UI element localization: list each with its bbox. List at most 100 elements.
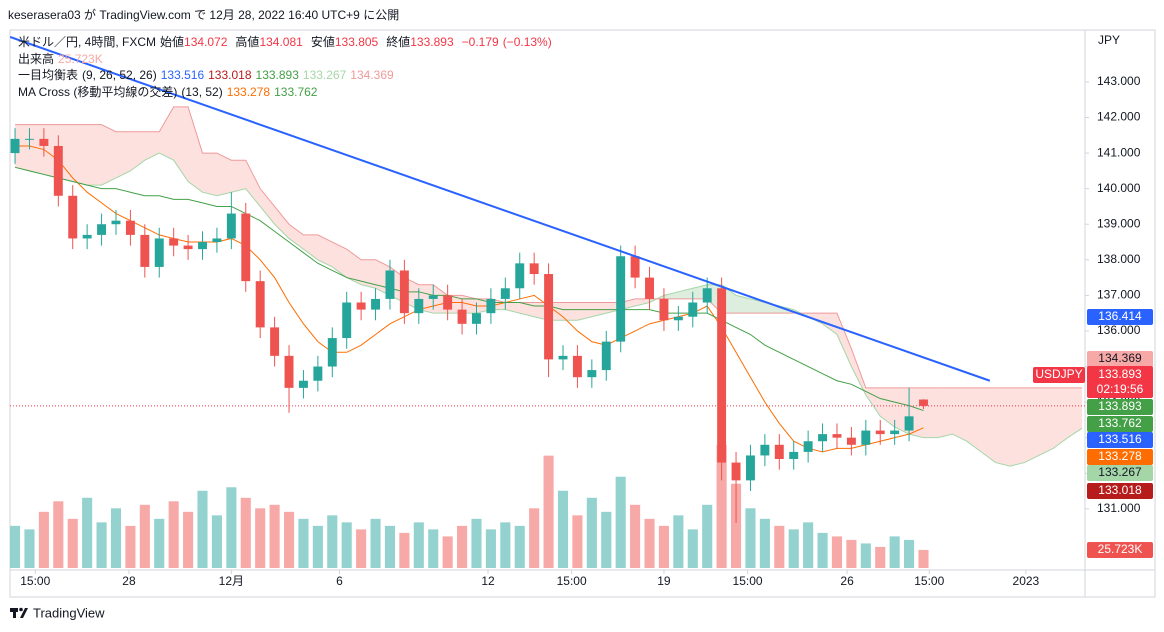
cloud-fill: [29, 124, 44, 175]
volume-bar: [457, 525, 468, 568]
price-badge: [1087, 366, 1153, 398]
cloud-fill: [260, 188, 275, 225]
candle-body: [97, 224, 107, 235]
cloud-fill: [851, 348, 866, 395]
price-badge-label: 133.267: [1098, 465, 1142, 479]
candle-body: [529, 263, 539, 275]
cloud-fill: [750, 298, 765, 314]
price-badge-label: 25.723K: [1098, 542, 1143, 556]
cloud-fill: [332, 242, 347, 278]
legend-indicator-params: (13, 52): [181, 84, 223, 99]
legend-change: −0.179: [461, 35, 499, 49]
time-tick-label: 15:00: [20, 574, 50, 588]
legend-row: 米ドル／円, 4時間, FXCM 始値134.072 高値134.081 安値133.…: [18, 34, 556, 51]
time-tick-label: 15:00: [557, 574, 587, 588]
volume-bar: [471, 518, 482, 568]
time-tick-label: 15:00: [914, 574, 944, 588]
candle-body: [745, 455, 755, 481]
candle-body: [472, 313, 481, 324]
price-badge: [1087, 309, 1153, 325]
volume-bar: [139, 504, 150, 568]
candle-body: [673, 316, 683, 321]
legend-indicator-value: 133.018: [208, 68, 252, 82]
candle-body: [385, 270, 395, 299]
legend-ohlc: 安値133.805: [311, 35, 382, 49]
legend-ohlc: 始値134.072: [160, 35, 231, 49]
volume-bar: [370, 518, 381, 568]
candle-body: [169, 238, 179, 246]
symbol-label: USDJPY: [1035, 367, 1082, 381]
cloud-fill: [289, 224, 304, 250]
volume-bar: [586, 497, 597, 568]
cloud-fill: [1038, 387, 1054, 456]
cloud-fill: [188, 106, 203, 193]
volume-bar: [774, 525, 785, 568]
candle-body: [688, 302, 698, 317]
volume-bar: [38, 511, 49, 568]
legend-change-pct: (−0.13%): [502, 35, 552, 49]
candle-body: [183, 245, 193, 250]
header: keserasera03 が TradingView.com で 12月 28,…: [8, 8, 400, 22]
candle-body: [371, 298, 381, 310]
price-badge: [1087, 542, 1153, 558]
cloud-fill: [159, 106, 174, 161]
price-tick-label: 140.000: [1097, 181, 1141, 195]
volume-bar: [384, 525, 396, 568]
legend-indicator-value: 133.516: [160, 68, 205, 82]
volume-bar: [904, 539, 915, 568]
cloud-fill: [1024, 387, 1039, 463]
legend-ohlc: 終値133.893: [386, 35, 457, 49]
volume-bar: [485, 529, 496, 568]
candle-body: [39, 138, 49, 146]
volume-bar: [889, 536, 900, 568]
candle-body: [832, 434, 842, 438]
volume-bar: [831, 536, 843, 568]
candle-body: [356, 302, 366, 310]
volume-bar: [514, 525, 525, 568]
volume-bar: [630, 504, 641, 568]
symbol-badge: [1033, 367, 1085, 383]
volume-bar: [24, 529, 35, 568]
candle-body: [414, 298, 424, 314]
volume-bar: [283, 511, 295, 568]
axes: 143.000 142.000 141.000 140.000 139.000 138.0…: [20, 74, 1153, 588]
cloud-fill: [130, 131, 145, 171]
volume-bar: [67, 518, 78, 568]
cloud-fill: [361, 259, 376, 289]
price-badge: [1087, 432, 1153, 448]
volume-bar: [168, 501, 179, 568]
price-badge: [1087, 351, 1153, 367]
volume-bar: [442, 536, 453, 568]
moving-average: [15, 145, 924, 453]
candle-body: [702, 288, 712, 303]
time-tick-label: 19: [657, 574, 671, 588]
volume-bar: [745, 508, 756, 568]
legend-volume-value: 25.723K: [58, 51, 103, 66]
cloud-fill: [865, 387, 881, 417]
tv-logo: [10, 607, 28, 618]
price-badge: [1087, 449, 1153, 465]
volume-bar: [817, 532, 828, 568]
candle-body: [818, 434, 828, 442]
time-tick-label: 2023: [1013, 574, 1040, 588]
candle-body: [284, 355, 294, 388]
candle-body: [457, 309, 467, 324]
legend-ohlc-value: 133.893: [410, 35, 454, 49]
cloud-fill: [923, 387, 938, 438]
volume-bar: [82, 497, 93, 568]
volume-bar: [269, 504, 280, 568]
price-tick-label: 136.000: [1097, 323, 1141, 337]
volume-bar: [226, 487, 237, 568]
cloud-fill: [173, 106, 189, 182]
candle-body: [919, 399, 928, 406]
volume-bar: [240, 497, 251, 568]
volume-bar: [327, 515, 338, 568]
volume-bar: [759, 518, 770, 568]
candle-body: [731, 462, 741, 481]
candle-body: [342, 302, 352, 339]
candle-body: [10, 138, 20, 154]
legend-volume-name: 出来高: [18, 51, 55, 66]
candle-body: [125, 220, 135, 235]
cloud-fill: [966, 387, 982, 452]
